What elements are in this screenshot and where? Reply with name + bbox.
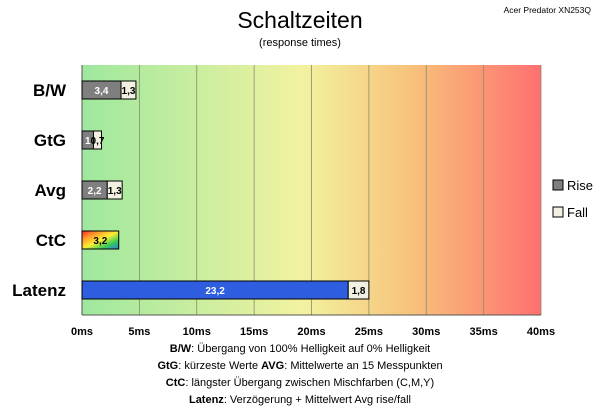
legend-label-fall: Fall [567,205,588,220]
footnote-line: B/W: Übergang von 100% Helligkeit auf 0%… [170,343,430,355]
footnote-text: : kürzeste Werte [178,360,258,372]
category-label: B/W [33,81,67,100]
category-label: CtC [36,231,66,250]
bar-rise-label: 1 [85,136,91,147]
monitor-model: Acer Predator XN253Q [504,5,592,15]
footnote-line: GtG: kürzeste Werte AVG: Mittelwerte an … [157,360,442,372]
x-tick-label: 15ms [240,326,268,338]
bar-rise-label: 23,2 [205,286,225,297]
bar-rise-label: 3,2 [93,236,107,247]
footnote-term: Latenz [189,394,224,406]
chart-subtitle: (response times) [259,37,341,49]
bar-rise-label: 3,4 [95,86,109,97]
legend-swatch-rise [552,179,564,191]
footnote-term: GtG [157,360,178,372]
footnote-term: AVG [261,360,284,372]
footnote-term: CtC [166,377,186,389]
x-tick-label: 20ms [297,326,325,338]
legend-label-rise: Rise [567,178,593,193]
footnote-text: : Mittelwerte an 15 Messpunkten [284,360,442,372]
x-tick-label: 10ms [183,326,211,338]
bar-fall [347,280,370,300]
x-tick-label: 30ms [412,326,440,338]
bar-fall [92,130,103,150]
category-label: GtG [34,131,66,150]
x-tick-label: 35ms [470,326,498,338]
footnote-text: : längster Übergang zwischen Mischfarben… [185,377,434,389]
footnote-line: CtC: längster Übergang zwischen Mischfar… [166,377,434,389]
legend-swatch-fall [552,206,564,218]
bar-fall-label: 1,3 [108,186,122,197]
bar-fall-label: 0,7 [91,136,105,147]
category-label: Latenz [12,281,66,300]
bar-rise [81,230,120,250]
bar-rise-label: 2,2 [88,186,102,197]
x-tick-label: 5ms [128,326,150,338]
footnote-text: : Verzögerung + Mittelwert Avg rise/fall [224,394,411,406]
x-tick-label: 40ms [527,326,555,338]
x-tick-label: 0ms [71,326,93,338]
footnote-text: : Übergang von 100% Helligkeit auf 0% He… [191,343,430,355]
chart-title: Schaltzeiten [237,7,362,33]
footnote-line: Latenz: Verzögerung + Mittelwert Avg ris… [189,394,411,406]
category-label: Avg [35,181,67,200]
footnote-term: B/W [170,343,192,355]
bar-fall-label: 1,8 [352,286,366,297]
x-tick-label: 25ms [355,326,383,338]
bar-fall [106,180,123,200]
bar-fall-label: 1,3 [122,86,136,97]
bar-fall [120,80,137,100]
